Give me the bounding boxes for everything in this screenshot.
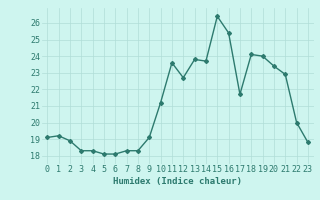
X-axis label: Humidex (Indice chaleur): Humidex (Indice chaleur) xyxy=(113,177,242,186)
